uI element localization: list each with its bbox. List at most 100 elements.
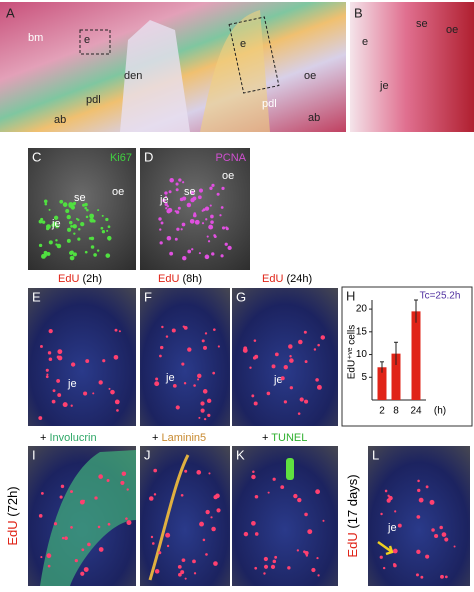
- y-tick-label: 5: [361, 372, 367, 383]
- panel-b-image: [350, 2, 474, 132]
- cell-dot: [83, 567, 89, 572]
- column-header: EdU (2h): [58, 273, 102, 285]
- cell-dot: [304, 360, 308, 364]
- cell-dot: [43, 199, 48, 204]
- annotation: e: [362, 36, 368, 48]
- cell-dot: [304, 512, 308, 517]
- annotation: e: [84, 34, 90, 46]
- cell-dot: [73, 232, 76, 235]
- cell-dot: [178, 178, 182, 182]
- arrow: [377, 540, 394, 556]
- cell-dot: [102, 359, 106, 363]
- cell-dot: [393, 563, 397, 568]
- cell-dot: [199, 521, 204, 527]
- cell-dot: [254, 494, 259, 499]
- bar: [411, 311, 421, 400]
- cell-dot: [203, 345, 208, 350]
- cell-dot: [46, 553, 52, 559]
- dots: [38, 177, 232, 261]
- cell-dot: [80, 221, 85, 227]
- cell-dot: [193, 384, 196, 387]
- cell-dot: [59, 495, 63, 499]
- y-tick-label: 10: [356, 349, 368, 360]
- cell-dot: [125, 517, 128, 520]
- cell-dot: [263, 564, 269, 569]
- cell-dot: [175, 188, 179, 192]
- cell-dot: [77, 227, 81, 231]
- cell-dot: [182, 255, 187, 261]
- cell-dot: [198, 252, 201, 255]
- cell-dot: [263, 572, 266, 575]
- cell-dot: [88, 236, 92, 240]
- cell-dot: [86, 208, 89, 212]
- cell-dot: [126, 488, 129, 491]
- cell-dot: [251, 394, 255, 398]
- cell-dot: [40, 491, 44, 495]
- cell-dot: [217, 345, 220, 348]
- annotation: oe: [446, 24, 458, 36]
- cell-dot: [181, 558, 186, 563]
- cell-dot: [47, 564, 51, 568]
- time: (2h): [82, 273, 102, 285]
- cell-dot: [271, 364, 276, 369]
- cell-dot: [181, 222, 186, 227]
- cell-dot: [184, 469, 188, 473]
- annotation: oe: [222, 170, 234, 182]
- cell-dot: [68, 220, 73, 225]
- stain: Laminin5: [162, 432, 207, 444]
- cell-dot: [43, 250, 48, 255]
- dots: [38, 325, 456, 580]
- cell-dot: [208, 472, 211, 475]
- cell-dot: [45, 368, 49, 372]
- cell-dot: [41, 220, 46, 224]
- cell-dot: [90, 236, 95, 241]
- panel-label: J: [144, 447, 151, 462]
- cell-dot: [158, 217, 162, 221]
- cell-dot: [164, 195, 168, 199]
- marker: EdU: [58, 273, 79, 285]
- cell-dot: [425, 485, 429, 489]
- cell-dot: [298, 339, 303, 345]
- cell-dot: [106, 229, 109, 232]
- cell-dot: [46, 227, 50, 231]
- cell-dot: [40, 556, 43, 559]
- cell-dot: [320, 335, 326, 340]
- cell-dot: [94, 496, 98, 500]
- annotation: bm: [28, 32, 43, 44]
- cell-dot: [40, 344, 43, 348]
- panel-label: E: [32, 289, 41, 304]
- cell-dot: [53, 221, 58, 226]
- cell-dot: [65, 209, 70, 214]
- column-header: EdU (8h): [158, 273, 202, 285]
- cell-dot: [380, 512, 383, 516]
- panel-d-image: [140, 148, 250, 270]
- x-axis-label: (h): [434, 406, 446, 417]
- cell-dot: [106, 479, 110, 483]
- cell-dot: [227, 245, 232, 250]
- cell-dot: [206, 398, 212, 404]
- cell-dot: [82, 203, 86, 207]
- cell-dot: [165, 207, 168, 210]
- cell-dot: [429, 499, 435, 505]
- panel-label: A: [6, 5, 15, 20]
- cell-dot: [38, 219, 43, 224]
- cell-dot: [299, 397, 304, 402]
- cell-dot: [207, 240, 211, 243]
- cell-dot: [251, 474, 256, 480]
- cell-dot: [249, 366, 252, 369]
- time: (17 days): [345, 474, 360, 528]
- cell-dot: [62, 202, 68, 207]
- cell-dot: [253, 401, 258, 406]
- cell-dot: [45, 375, 49, 379]
- cell-dot: [85, 215, 89, 219]
- stain: TUNEL: [271, 432, 307, 444]
- cell-dot: [216, 508, 221, 513]
- side-label: EdU (17 days): [345, 474, 360, 557]
- cell-dot: [169, 251, 174, 256]
- cell-dot: [225, 226, 228, 229]
- panel-label: K: [236, 447, 245, 462]
- cell-dot: [68, 250, 74, 256]
- time: (72h): [5, 486, 20, 516]
- stain: Involucrin: [50, 432, 97, 444]
- cell-dot: [120, 480, 125, 485]
